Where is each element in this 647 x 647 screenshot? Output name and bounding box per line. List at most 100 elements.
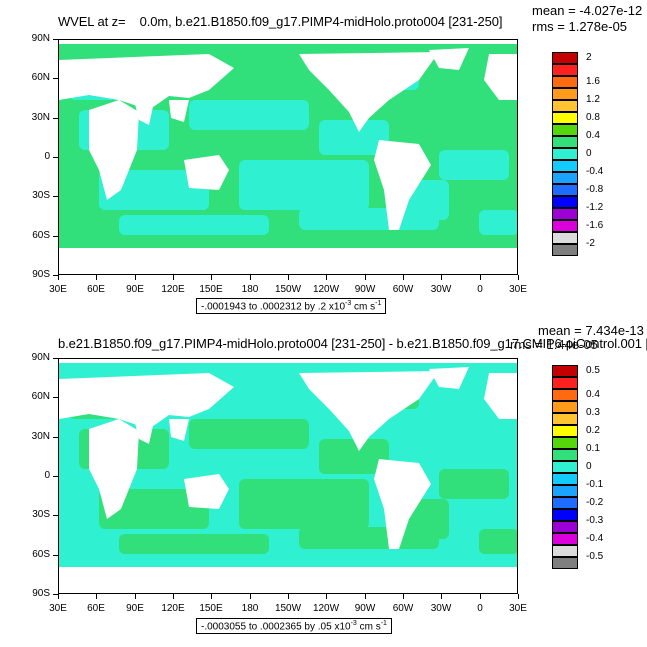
lon-tick-label: 180 — [241, 603, 259, 614]
land-mass — [169, 419, 189, 441]
legend-label: -0.8 — [586, 184, 604, 195]
lon-tick — [250, 275, 251, 280]
lon-tick — [403, 275, 404, 280]
legend-color-box — [552, 184, 578, 196]
ocean-patch — [439, 150, 509, 180]
land-mass — [59, 54, 234, 110]
lon-tick-label: 180 — [241, 284, 259, 295]
lat-tick — [53, 236, 58, 237]
title-variable: WVEL at z= — [58, 14, 126, 29]
title-depth: 0.0m, — [139, 14, 172, 29]
lon-tick-label: 30E — [509, 284, 527, 295]
legend-color-box — [552, 437, 578, 449]
legend-label: -2 — [586, 238, 595, 249]
top-plot-title: WVEL at z= 0.0m, b.e21.B1850.f09_g17.PIM… — [58, 14, 502, 29]
bottom-plot-title: b.e21.B1850.f09_g17.PIMP4-midHolo.proto0… — [58, 336, 647, 351]
top-mean: mean = -4.027e-12 — [532, 3, 643, 18]
range-exponent: -3 — [345, 300, 352, 307]
lon-tick — [135, 275, 136, 280]
land-mass — [184, 155, 229, 190]
lon-tick-label: 90W — [354, 603, 376, 614]
legend-label: 0.4 — [586, 130, 600, 141]
legend-color-box — [552, 76, 578, 88]
lon-tick-label: 120E — [161, 284, 185, 295]
top-contour-range: -.0001943 to .0002312 by .2 x10-3 cm s-1 — [196, 298, 387, 315]
legend-label: 1.2 — [586, 94, 600, 105]
range-unit-exponent: -1 — [380, 620, 387, 627]
lat-tick-label: 30S — [32, 190, 50, 201]
lon-tick-label: 30E — [49, 284, 67, 295]
map-field — [59, 40, 517, 274]
lat-tick-label: 0 — [44, 470, 50, 481]
legend-label: -0.1 — [586, 479, 604, 490]
lon-tick-label: 60W — [392, 284, 414, 295]
top-color-legend: 2 1.6 1.2 0.8 0.4 0 -0.4 -0.8 -1.2 -1.6 -2 — [552, 52, 642, 262]
lon-tick-label: 120W — [312, 284, 340, 295]
lat-tick-label: 30N — [31, 112, 50, 123]
bottom-world-map — [58, 358, 518, 594]
lon-tick-label: 30E — [49, 603, 67, 614]
legend-color-box — [552, 533, 578, 545]
ocean-patch — [319, 439, 389, 474]
lon-tick-label: 90W — [354, 284, 376, 295]
ocean-patch — [319, 120, 389, 155]
range-unit: cm s — [356, 621, 381, 633]
lon-tick — [518, 594, 519, 599]
lat-tick-label: 60N — [31, 72, 50, 83]
lon-tick — [518, 275, 519, 280]
range-unit: cm s — [351, 301, 376, 313]
legend-color-box — [552, 172, 578, 184]
lon-tick-label: 30W — [430, 603, 452, 614]
lon-tick-label: 60E — [87, 284, 105, 295]
legend-label: -1.6 — [586, 220, 604, 231]
land-mass — [134, 100, 154, 125]
lon-tick — [326, 594, 327, 599]
ocean-patch — [479, 210, 517, 235]
legend-color-box — [552, 389, 578, 401]
legend-label: 0 — [586, 461, 592, 472]
lon-tick-label: 0 — [477, 284, 483, 295]
lat-tick — [53, 157, 58, 158]
lat-tick — [53, 515, 58, 516]
legend-color-box — [552, 160, 578, 172]
legend-color-box — [552, 425, 578, 437]
ocean-patch — [99, 489, 209, 529]
bottom-mean: mean = 7.434e-13 — [538, 323, 644, 338]
lon-tick — [365, 275, 366, 280]
land-mass — [89, 100, 139, 200]
lat-tick — [53, 118, 58, 119]
legend-color-box — [552, 136, 578, 148]
lat-tick-label: 90S — [32, 269, 50, 280]
legend-label: 0.8 — [586, 112, 600, 123]
legend-color-box — [552, 244, 578, 256]
lon-tick-label: 90E — [126, 284, 144, 295]
top-world-map — [58, 39, 518, 275]
lon-tick — [58, 275, 59, 280]
land-mass — [429, 48, 469, 70]
legend-color-box — [552, 485, 578, 497]
bottom-plot-panel: b.e21.B1850.f09_g17.PIMP4-midHolo.proto0… — [0, 320, 647, 647]
lon-tick-label: 150W — [274, 603, 302, 614]
lat-tick-label: 30S — [32, 509, 50, 520]
legend-color-box — [552, 377, 578, 389]
lon-tick — [365, 594, 366, 599]
legend-label: 1.6 — [586, 76, 600, 87]
lat-tick-label: 60S — [32, 230, 50, 241]
lon-tick — [326, 275, 327, 280]
lon-tick — [211, 594, 212, 599]
top-rms: rms = 1.278e-05 — [532, 19, 628, 34]
lat-tick-label: 60N — [31, 391, 50, 402]
ocean-patch — [239, 160, 369, 210]
lon-tick — [173, 275, 174, 280]
bottom-rms: rms = 1.44e-05 — [510, 337, 598, 352]
ocean-patch — [439, 469, 509, 499]
lat-tick — [53, 358, 58, 359]
land-mass — [299, 52, 439, 132]
legend-color-box — [552, 545, 578, 557]
land-mass — [169, 100, 189, 122]
legend-label: -0.4 — [586, 166, 604, 177]
land-mass — [134, 419, 154, 444]
legend-color-box — [552, 148, 578, 160]
legend-color-box — [552, 232, 578, 244]
bottom-contour-range: -.0003055 to .0002365 by .05 x10-3 cm s-… — [196, 618, 392, 635]
